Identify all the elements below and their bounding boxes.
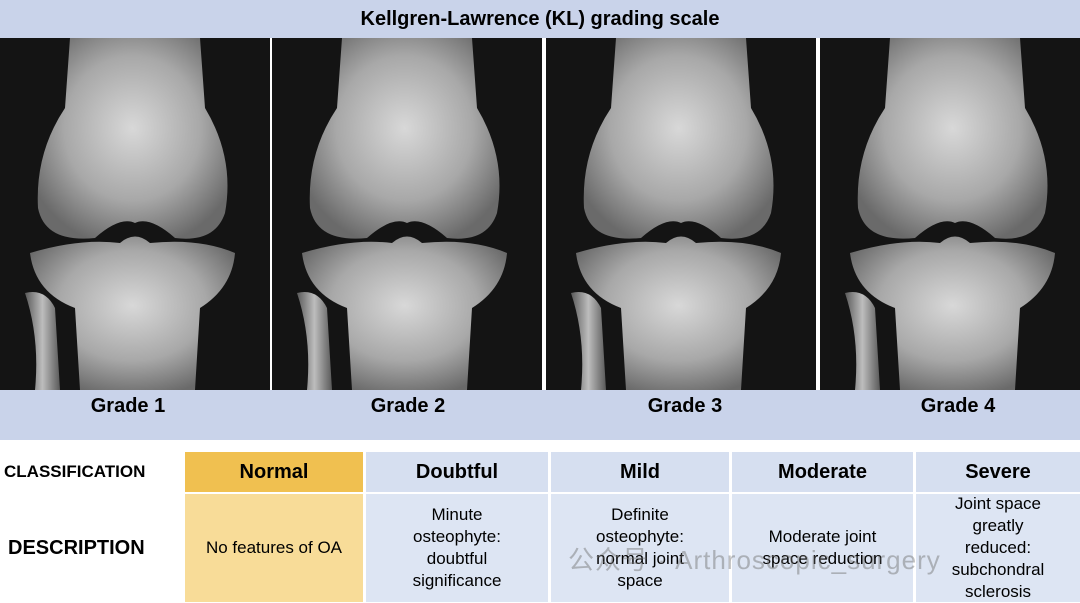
watermark: 公众号 · Arthroscopic_surgery	[568, 545, 941, 575]
grade-label: Grade 2	[370, 395, 446, 417]
classification: Severe	[916, 452, 1080, 492]
description: Joint space greatly reduced: subchondral…	[916, 494, 1080, 602]
row-header: DESCRIPTION	[0, 494, 183, 602]
classification: Normal	[185, 452, 363, 492]
classification: Mild	[551, 452, 729, 492]
xray-panel	[0, 38, 1080, 390]
xray-image	[0, 38, 270, 390]
title: Kellgren-Lawrence (KL) grading scale	[0, 0, 1080, 38]
xray-image	[820, 38, 1080, 390]
row-header: CLASSIFICATION	[0, 452, 183, 492]
grade-label: Grade 4	[920, 395, 996, 417]
kl-table: CLASSIFICATION DESCRIPTION Normal No featur…	[0, 452, 1080, 602]
classification: Moderate	[732, 452, 913, 492]
grade-label: Grade 1	[90, 395, 166, 417]
grade-band: Grade 1 Grade 2 Grade 3 Grade 4	[0, 390, 1080, 440]
description: Minute osteophyte: doubtful significance	[366, 494, 548, 602]
description: Definite osteophyte: normal joint space	[551, 494, 729, 602]
description: No features of OA	[185, 494, 363, 602]
description: Moderate joint space reduction	[732, 494, 913, 602]
xray-image	[272, 38, 542, 390]
classification: Doubtful	[366, 452, 548, 492]
grade-label: Grade 3	[647, 395, 723, 417]
xray-image	[546, 38, 816, 390]
